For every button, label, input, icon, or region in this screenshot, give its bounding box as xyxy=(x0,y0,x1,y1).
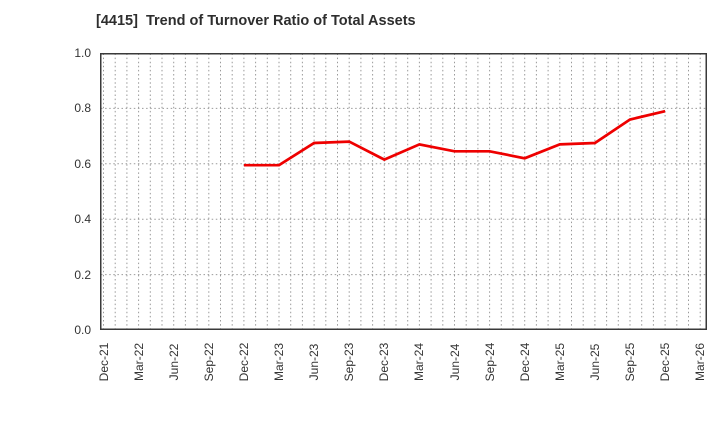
x-axis-tick-label: Dec-23 xyxy=(377,342,392,382)
x-axis-tick-label: Mar-24 xyxy=(412,343,427,382)
chart-title: [4415] Trend of Turnover Ratio of Total … xyxy=(96,13,416,29)
y-axis-tick-label: 1.0 xyxy=(74,46,91,60)
x-axis-tick-label: Dec-25 xyxy=(658,342,673,382)
x-axis-tick-label: Jun-23 xyxy=(307,343,322,381)
x-axis-tick-label: Mar-25 xyxy=(552,343,567,382)
plot-area xyxy=(100,53,707,330)
x-axis-tick-label: Sep-24 xyxy=(482,342,497,382)
x-axis-tick-label: Jun-22 xyxy=(166,343,181,381)
x-axis-tick-label: Sep-25 xyxy=(623,342,637,382)
x-axis-tick-label: Mar-23 xyxy=(272,343,286,382)
y-axis-tick-label: 0.0 xyxy=(74,323,91,337)
x-axis-tick-label: Sep-23 xyxy=(342,342,357,382)
x-axis-tick-label: Jun-25 xyxy=(587,343,602,381)
series-line xyxy=(243,109,666,167)
y-axis-tick-label: 0.4 xyxy=(74,212,91,227)
x-axis-tick-label: Mar-26 xyxy=(693,343,708,382)
x-axis-tick-label: Dec-21 xyxy=(96,342,111,382)
y-axis-tick-label: 0.6 xyxy=(74,156,91,171)
x-axis-tick-label: Jun-24 xyxy=(447,343,462,381)
x-axis-tick-label: Mar-22 xyxy=(131,343,146,382)
x-axis-tick-label: Dec-24 xyxy=(517,342,532,382)
x-axis-tick-label: Sep-22 xyxy=(201,342,216,382)
y-axis-tick-label: 0.2 xyxy=(74,267,91,282)
plot-border xyxy=(100,53,707,330)
y-axis-tick-label: 0.8 xyxy=(74,101,91,116)
x-axis-tick-label: Dec-22 xyxy=(236,342,251,382)
